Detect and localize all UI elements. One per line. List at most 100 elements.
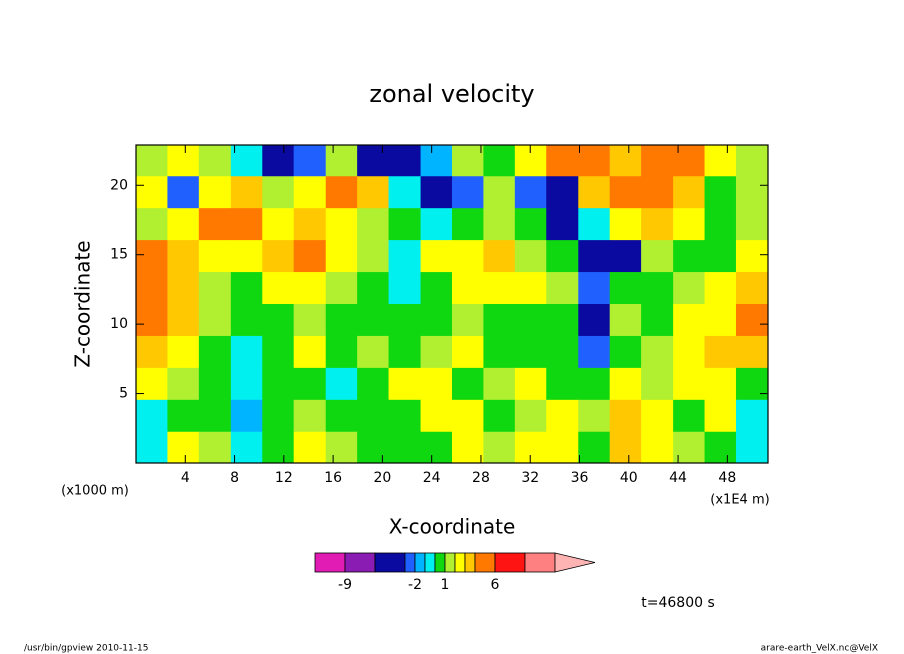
colorbar-segment	[344, 552, 376, 573]
field-cell	[514, 272, 547, 305]
x-tick-label: 16	[324, 470, 342, 486]
field-cell	[578, 176, 611, 209]
field-cell	[167, 176, 200, 209]
field-cell	[293, 176, 327, 209]
y-axis-label: Z-coordinate	[71, 240, 95, 367]
field-cell	[357, 431, 390, 464]
field-cell	[452, 176, 484, 209]
colorbar-label: 1	[441, 577, 450, 593]
field-cell	[136, 145, 168, 177]
field-cell	[136, 176, 168, 209]
field-cell	[483, 208, 516, 241]
field-cell	[230, 367, 263, 401]
colorbar-label: -9	[338, 577, 352, 593]
field-cell	[136, 304, 168, 337]
field-cell	[641, 304, 674, 337]
field-cell	[262, 335, 295, 369]
field-cell	[514, 304, 547, 337]
colorbar-segment	[464, 552, 476, 573]
field-cell	[673, 367, 706, 401]
field-cell	[452, 208, 484, 241]
field-cell	[735, 145, 769, 177]
field-cell	[609, 399, 642, 433]
field-cell	[293, 145, 327, 177]
field-cell	[262, 145, 295, 177]
field-cell	[704, 145, 737, 177]
field-cell	[262, 240, 295, 273]
field-cell	[704, 367, 737, 401]
field-cell	[420, 335, 453, 369]
field-cell	[735, 399, 769, 433]
field-cell	[420, 208, 453, 241]
field-cell	[673, 335, 706, 369]
field-cell	[578, 367, 611, 401]
field-cell	[704, 240, 737, 273]
field-cell	[198, 399, 232, 433]
field-cell	[230, 304, 263, 337]
x-tick-label: 12	[275, 470, 293, 486]
footer-left: /usr/bin/gpview 2010-11-15	[24, 644, 148, 654]
x-tick-label: 4	[181, 470, 190, 486]
field-cell	[609, 304, 642, 337]
field-cell	[641, 145, 674, 177]
field-cell	[167, 272, 200, 305]
field-cell	[609, 240, 642, 273]
field-cell	[641, 335, 674, 369]
field-cell	[325, 431, 358, 464]
field-cell	[546, 240, 579, 273]
field-cell	[641, 367, 674, 401]
field-cell	[388, 399, 422, 433]
colorbar-segment	[454, 552, 466, 573]
field-cell	[388, 145, 422, 177]
field-cell	[641, 272, 674, 305]
field-cell	[388, 367, 422, 401]
field-cell	[357, 399, 390, 433]
field-cell	[452, 367, 484, 401]
colorbar-segment	[444, 552, 456, 573]
field-cell	[578, 304, 611, 337]
field-cell	[704, 272, 737, 305]
field-cell	[546, 176, 579, 209]
field-cell	[704, 208, 737, 241]
colorbar-segment	[494, 552, 526, 573]
field-cell	[136, 272, 168, 305]
field-cell	[546, 367, 579, 401]
field-cell	[293, 335, 327, 369]
field-cell	[514, 431, 547, 464]
field-cell	[230, 240, 263, 273]
field-cell	[325, 208, 358, 241]
field-cell	[673, 304, 706, 337]
field-cell	[609, 208, 642, 241]
colorbar-segment	[404, 552, 416, 573]
x-tick-label: 8	[230, 470, 239, 486]
colorbar-label: 6	[491, 577, 500, 593]
field-cell	[198, 145, 232, 177]
field-cell	[420, 367, 453, 401]
field-cell	[262, 431, 295, 464]
field-cell	[420, 399, 453, 433]
colorbar-segment	[314, 552, 346, 573]
field-cell	[609, 335, 642, 369]
x-tick-label: 28	[472, 470, 490, 486]
field-cell	[641, 399, 674, 433]
field-cell	[452, 335, 484, 369]
field-cell	[546, 335, 579, 369]
field-cell	[609, 145, 642, 177]
colorbar-segment	[414, 552, 426, 573]
field-cell	[198, 431, 232, 464]
field-cell	[578, 240, 611, 273]
field-cell	[293, 240, 327, 273]
field-cell	[325, 335, 358, 369]
field-cell	[388, 272, 422, 305]
field-cell	[514, 240, 547, 273]
x-tick-label: 24	[423, 470, 441, 486]
field-cell	[167, 208, 200, 241]
field-cell	[357, 367, 390, 401]
field-cell	[546, 399, 579, 433]
field-cell	[325, 145, 358, 177]
y-tick-label: 15	[110, 247, 128, 263]
field-cell	[230, 431, 263, 464]
field-cell	[483, 304, 516, 337]
field-cell	[641, 240, 674, 273]
field-cell	[673, 272, 706, 305]
